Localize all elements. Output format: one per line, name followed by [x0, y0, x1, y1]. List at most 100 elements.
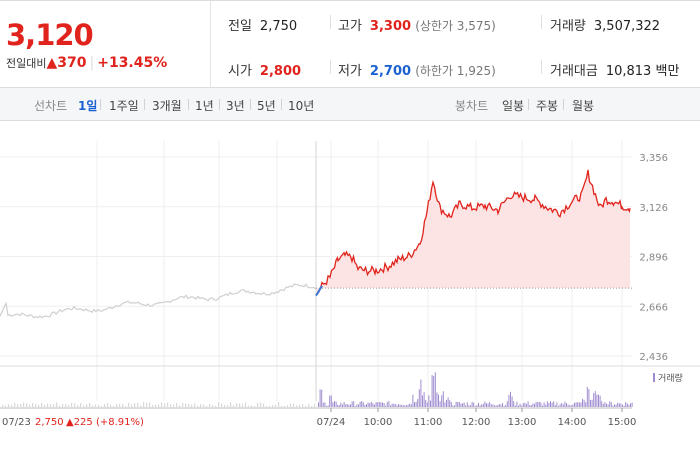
volume-bar	[350, 404, 351, 407]
volume-bar	[398, 404, 399, 407]
volume-bar	[518, 405, 519, 407]
volume-bar	[86, 404, 88, 407]
volume-bar	[503, 405, 505, 407]
volume-bar	[522, 403, 524, 407]
volume-bar	[591, 399, 593, 407]
tab-3year[interactable]: 3년	[226, 99, 245, 113]
volume-bar	[410, 404, 412, 407]
volume-bar	[38, 404, 40, 407]
volume-label: 거래량	[550, 19, 586, 34]
volume-bar	[125, 405, 127, 407]
prev-day-change: ▲225 (+8.91%)	[66, 417, 144, 428]
volume-bar	[83, 405, 85, 407]
divider	[100, 99, 101, 110]
volume-bar	[402, 405, 404, 407]
volume-bar	[327, 405, 329, 407]
volume-bar	[426, 402, 428, 407]
volume-bar	[380, 402, 382, 407]
volume-bar	[606, 403, 607, 407]
tab-monthly-candle[interactable]: 월봉	[572, 99, 595, 113]
volume-bar	[609, 401, 611, 407]
divider	[281, 99, 282, 110]
volume-bar	[314, 403, 316, 407]
volume-bar	[372, 403, 374, 407]
volume-bar	[575, 402, 577, 407]
volume-bar	[433, 375, 435, 407]
tab-1day[interactable]: 1일	[78, 99, 98, 113]
amount-unit: 백만	[655, 64, 680, 79]
volume-bar	[56, 402, 58, 407]
volume-bar	[562, 404, 564, 407]
volume-bar	[251, 405, 253, 407]
volume-bar	[502, 403, 503, 407]
volume-bar	[128, 402, 130, 407]
tab-5year[interactable]: 5년	[257, 99, 276, 113]
volume-bar	[65, 404, 67, 407]
volume-bar	[599, 395, 601, 407]
volume-bar	[302, 404, 304, 407]
volume-bar	[617, 402, 619, 407]
volume-bar	[173, 404, 175, 407]
volume-bar	[2, 404, 4, 407]
volume-legend-label: 거래량	[658, 372, 683, 384]
prev-close: 전일 2,750	[228, 15, 297, 34]
volume-bar	[330, 395, 332, 407]
volume-bar	[442, 391, 444, 407]
volume-bar	[337, 404, 339, 407]
volume-bar	[209, 403, 211, 407]
volume-bar	[407, 404, 409, 407]
volume-bar	[514, 405, 516, 407]
volume-legend: 거래량	[653, 372, 683, 384]
price-chart: 3,356 3,126 2,896 2,666 2,436 07/24 10:00 11:0…	[0, 121, 700, 450]
volume-bar	[406, 405, 407, 407]
volume-bar	[434, 372, 436, 407]
today-area	[316, 169, 632, 295]
volume-bar	[391, 403, 393, 407]
volume-bar	[494, 405, 495, 407]
volume-bar	[119, 404, 121, 407]
low-price: 저가 2,700 (하한가 1,925)	[338, 60, 496, 79]
tab-1week[interactable]: 1주일	[109, 99, 139, 113]
volume-bar	[465, 405, 467, 407]
tab-daily-candle[interactable]: 일봉	[502, 99, 525, 113]
volume-bar	[623, 405, 625, 407]
volume-bar	[543, 402, 545, 407]
volume-bar	[101, 405, 103, 407]
low-label: 저가	[338, 64, 362, 79]
volume-bar	[492, 404, 494, 407]
volume-bar	[511, 396, 513, 407]
volume-bar	[149, 402, 151, 407]
volume-bar	[308, 404, 310, 407]
volume-bar	[319, 389, 321, 407]
up-arrow-icon: ▲	[46, 55, 58, 71]
volume-bar	[449, 400, 451, 407]
volume-bar	[548, 402, 550, 407]
volume-bar	[486, 403, 487, 407]
volume-bar	[378, 401, 380, 407]
volume-bar	[473, 402, 475, 407]
volume-bar	[607, 404, 609, 407]
volume-bar	[559, 404, 561, 407]
volume-bar	[158, 404, 160, 407]
volume-bar	[582, 398, 583, 407]
volume-bar	[586, 386, 588, 407]
x-tick-label: 14:00	[558, 417, 587, 428]
volume-bar	[23, 402, 25, 407]
volume-bar	[20, 403, 22, 407]
volume-bar	[62, 404, 64, 407]
divider	[219, 99, 220, 110]
volume-bar	[80, 403, 82, 407]
tab-weekly-candle[interactable]: 주봉	[536, 99, 559, 113]
volume-bar	[346, 404, 348, 407]
tab-10year[interactable]: 10년	[288, 99, 315, 113]
tab-3month[interactable]: 3개월	[152, 99, 182, 113]
volume-bar	[610, 402, 612, 407]
volume-bar	[218, 402, 220, 407]
volume-bar	[260, 402, 262, 407]
volume-bar	[53, 404, 55, 407]
volume-bar	[338, 405, 340, 407]
volume-bar	[401, 404, 403, 407]
volume-bar	[598, 394, 599, 407]
tab-1year[interactable]: 1년	[195, 99, 214, 113]
